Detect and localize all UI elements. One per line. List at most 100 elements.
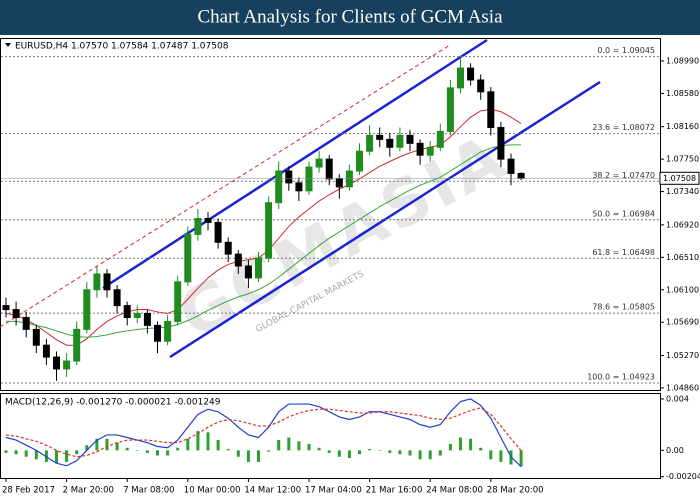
candle-body [507, 158, 515, 174]
candle-body [396, 134, 404, 148]
macd-panel [0, 393, 661, 479]
fib-label: 38.2 = 1.07470 [592, 171, 655, 180]
candle-body [194, 218, 202, 235]
macd-bar [378, 450, 382, 451]
candle-body [356, 150, 363, 172]
x-tick-label: 7 Mar 08:00 [123, 486, 174, 496]
macd-bar [257, 450, 260, 462]
candle-body [376, 134, 384, 140]
trend-line [0, 44, 451, 328]
macd-bar [145, 450, 149, 453]
candle-body [113, 289, 121, 307]
macd-bar [4, 450, 8, 453]
candle-body [295, 182, 303, 192]
channel-upper [102, 38, 488, 290]
macd-bar [428, 450, 432, 460]
candle-body [335, 178, 343, 188]
macd-bar [448, 443, 452, 451]
fib-label: 23.6 = 1.08072 [592, 123, 655, 132]
macd-bar [115, 442, 119, 451]
candle-body [366, 134, 374, 152]
candle-body [154, 324, 161, 342]
last-price-label: 1.07508 [663, 174, 696, 183]
candle-body [477, 79, 485, 93]
macd-bar [105, 438, 109, 451]
macd-bar [267, 450, 271, 452]
candle-body [244, 265, 252, 279]
candle-body [305, 166, 313, 192]
candle-body [234, 253, 242, 267]
price-panel [0, 38, 661, 391]
macd-bar [479, 447, 483, 451]
candle-body [224, 241, 232, 255]
macd-bar [75, 450, 79, 455]
candle-body [325, 158, 333, 180]
moving-average [6, 144, 522, 338]
candle-body [174, 281, 182, 322]
candle-body [204, 218, 212, 223]
candle-body [83, 289, 91, 330]
y-tick-label: 0.00 [666, 446, 684, 455]
y-tick-label: 1.06100 [666, 285, 699, 294]
macd-bar [14, 450, 18, 455]
macd-bar [418, 450, 422, 460]
candle-body [497, 126, 505, 160]
macd-bar [499, 450, 503, 462]
x-tick-label: 28 Feb 2017 [2, 486, 55, 496]
candle-body [426, 146, 434, 156]
candle-body [265, 202, 273, 259]
macd-bar [125, 447, 129, 451]
candle-body [184, 233, 192, 283]
macd-bar [277, 440, 281, 451]
macd-bar [186, 438, 190, 451]
macd-bar [438, 450, 442, 456]
candle-body [487, 91, 495, 128]
macd-bar [398, 450, 402, 455]
macd-line [5, 407, 522, 458]
macd-bar [246, 450, 250, 462]
y-tick-label: 1.05270 [666, 351, 699, 360]
macd-bar [469, 438, 473, 451]
candle-body [73, 328, 81, 362]
candle-body [93, 273, 101, 291]
macd-bar [317, 447, 321, 451]
candle-body [63, 360, 71, 370]
macd-bar [65, 450, 69, 462]
candle-body [275, 170, 283, 204]
last-price-box [659, 171, 700, 185]
macd-bar [176, 447, 180, 451]
candle-body [22, 316, 30, 330]
candle-body [53, 356, 60, 370]
x-tick-label: 14 Mar 12:00 [244, 486, 301, 496]
macd-bar [236, 450, 240, 457]
y-tick-label: 1.07750 [666, 155, 699, 164]
candle-body [133, 313, 141, 318]
y-tick-label: 1.08580 [666, 89, 699, 98]
x-tick-label: 2 Mar 20:00 [63, 486, 114, 496]
macd-bar [206, 432, 210, 451]
title-bar [0, 0, 700, 35]
macd-bar [297, 441, 301, 451]
candle-body [2, 305, 10, 311]
x-tick-label: 21 Mar 16:00 [366, 486, 423, 496]
candle-body [214, 221, 222, 243]
candle-body [446, 87, 454, 132]
candle-body [12, 309, 20, 318]
macd-bar [226, 449, 230, 451]
candle-body [416, 142, 424, 156]
y-tick-label: 1.05690 [666, 318, 699, 327]
macd-bar [307, 443, 311, 451]
macd-bar [85, 445, 89, 451]
macd-bar [489, 450, 493, 460]
macd-bar [166, 450, 170, 456]
macd-bar [408, 450, 412, 456]
candle-body [285, 170, 293, 184]
macd-bar [337, 450, 341, 457]
fib-label: 61.8 = 1.06498 [592, 248, 655, 257]
candle-body [164, 320, 172, 342]
macd-bar [347, 450, 351, 459]
candle-body [436, 130, 444, 148]
macd-bar [388, 450, 392, 453]
candle-body [123, 305, 131, 318]
